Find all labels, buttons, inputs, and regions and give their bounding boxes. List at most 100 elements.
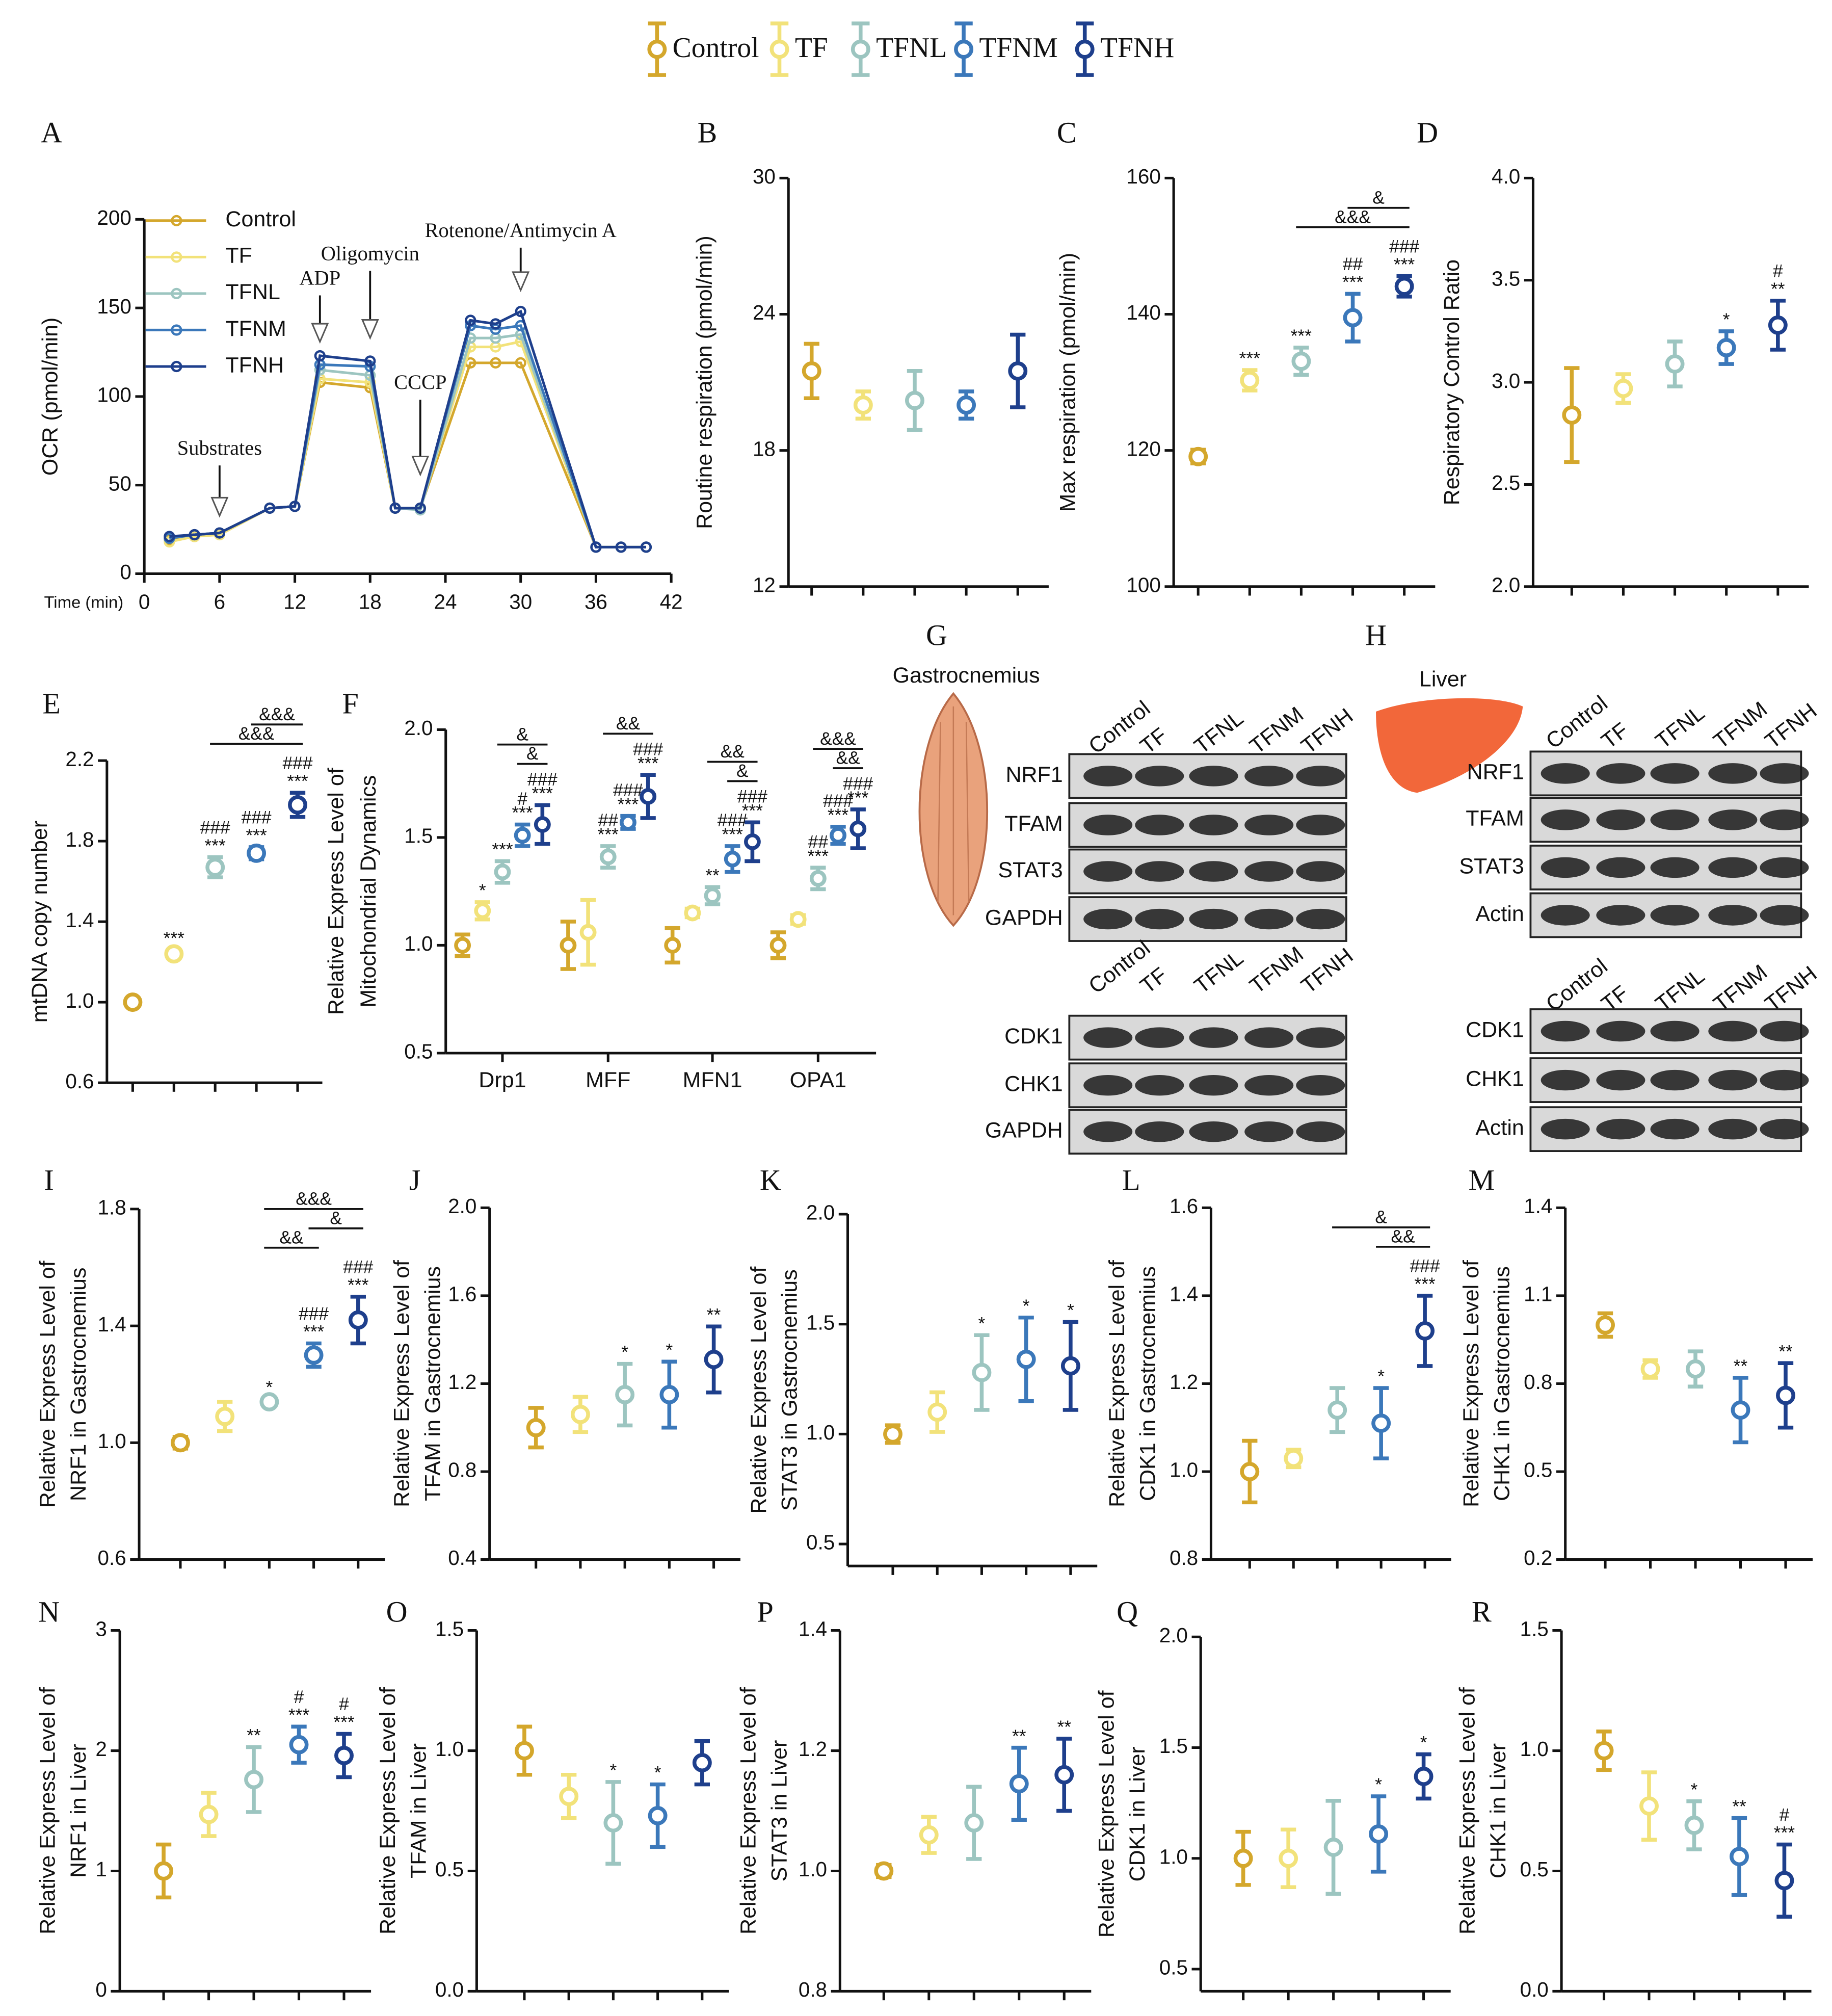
- data-point: [1371, 1413, 1391, 1433]
- significance: ***: [1239, 349, 1261, 369]
- x-tick-label: 18: [359, 590, 382, 613]
- data-point: [164, 944, 184, 964]
- y-tick-label: 1.5: [435, 1617, 464, 1640]
- panel-label: B: [698, 116, 718, 149]
- x-tick-label: Drp1: [479, 1068, 526, 1092]
- data-point: [1776, 1385, 1795, 1405]
- blot-band: [1650, 905, 1700, 926]
- y-axis-label: Relative Express Level of: [390, 1260, 414, 1507]
- significance: ***: [512, 803, 534, 823]
- significance: **: [1734, 1356, 1748, 1376]
- y-tick-label: 1.0: [98, 1429, 126, 1453]
- annotation-arrowhead: [361, 319, 379, 340]
- bracket-label: &&&: [259, 704, 295, 724]
- data-point: [474, 902, 491, 920]
- annotation-arrowhead: [311, 323, 329, 344]
- significance: *: [1723, 310, 1730, 330]
- x-tick-label: 24: [434, 590, 457, 613]
- y-axis-label: Relative Express Level of: [1455, 1687, 1479, 1934]
- significance: *: [1691, 1780, 1698, 1800]
- significance: *: [479, 881, 486, 901]
- y-tick-label: 18: [753, 437, 776, 460]
- y-tick-label: 1.8: [98, 1196, 126, 1219]
- blot-band: [1189, 815, 1238, 835]
- series-point: [640, 541, 652, 553]
- significance: ###: [613, 780, 643, 800]
- data-point: [205, 857, 225, 877]
- data-point: [289, 1735, 309, 1755]
- data-point: [664, 937, 681, 954]
- row-label: Actin: [1475, 1115, 1524, 1140]
- y-tick-label: 0: [95, 1978, 107, 2001]
- blot-band: [1244, 815, 1294, 835]
- blot-band: [1083, 815, 1133, 835]
- y-tick-label: 2: [95, 1737, 107, 1761]
- significance: ***: [618, 795, 639, 815]
- y-axis-label: TFAM in Liver: [407, 1743, 431, 1878]
- data-point: [1060, 1356, 1080, 1376]
- blot-band: [1760, 763, 1809, 784]
- y-tick-label: 1.5: [404, 824, 433, 848]
- y-tick-label: 0.0: [435, 1978, 464, 2001]
- series-point: [590, 541, 602, 553]
- liver-icon: [1376, 698, 1523, 793]
- data-point: [123, 992, 143, 1012]
- panel-label: J: [409, 1164, 421, 1197]
- blot-band: [1244, 908, 1294, 930]
- blot-band: [1596, 1069, 1645, 1091]
- y-axis-label: Relative Express Level of: [35, 1687, 60, 1934]
- significance: ***: [287, 771, 308, 791]
- y-axis-label: Relative Express Level of: [35, 1261, 60, 1508]
- significance: #: [517, 789, 527, 809]
- series-point: [490, 318, 501, 330]
- y-tick-label: 120: [1126, 437, 1160, 460]
- annotation: Substrates: [177, 436, 262, 459]
- lane-label: TF: [1597, 718, 1633, 753]
- data-point: [1188, 447, 1208, 466]
- legend-label: TFNM: [979, 32, 1058, 64]
- y-tick-label: 0.6: [65, 1069, 94, 1093]
- significance: ***: [1291, 326, 1312, 346]
- data-point: [1774, 1871, 1794, 1891]
- blot-band: [1083, 861, 1133, 882]
- blot-band: [1650, 857, 1700, 878]
- y-tick-label: 200: [97, 206, 131, 229]
- y-tick-label: 1.0: [435, 1737, 464, 1761]
- blot-band: [1189, 1075, 1238, 1096]
- blot-band: [1083, 908, 1133, 930]
- y-tick-label: 0.2: [1524, 1546, 1552, 1569]
- series-point: [414, 502, 426, 514]
- data-point: [1640, 1359, 1660, 1379]
- significance: ###: [718, 810, 748, 830]
- significance: ###: [200, 818, 230, 837]
- legend-label: TFNM: [225, 317, 286, 341]
- y-axis-label: CHK1 in Gastrocnemius: [1490, 1266, 1515, 1501]
- blot-band: [1596, 809, 1645, 830]
- y-axis-label: CHK1 in Liver: [1486, 1743, 1510, 1878]
- data-point: [244, 1770, 264, 1790]
- y-tick-label: 1.4: [98, 1313, 126, 1336]
- significance: ###: [633, 740, 663, 760]
- data-point: [215, 1406, 235, 1426]
- blot-band: [1296, 1027, 1345, 1048]
- y-tick-label: 2.0: [806, 1201, 835, 1224]
- y-tick-label: 1.4: [65, 908, 94, 932]
- lane-label: TFNL: [1190, 706, 1248, 759]
- series-point: [515, 357, 526, 369]
- row-label: CDK1: [1004, 1024, 1063, 1049]
- data-point: [640, 788, 657, 805]
- blot-band: [1296, 861, 1345, 882]
- significance: *: [1375, 1775, 1382, 1795]
- y-tick-label: 0.5: [404, 1040, 433, 1063]
- significance: **: [1012, 1726, 1026, 1746]
- significance: *: [1067, 1300, 1074, 1320]
- blot-band: [1708, 1020, 1758, 1042]
- blot-band: [1650, 1069, 1700, 1091]
- significance: *: [654, 1763, 661, 1783]
- significance: **: [1732, 1797, 1746, 1817]
- panel-label: N: [38, 1595, 60, 1629]
- significance: ###: [737, 787, 767, 807]
- data-point: [526, 1418, 546, 1437]
- data-point: [247, 843, 267, 863]
- data-point: [1684, 1815, 1704, 1835]
